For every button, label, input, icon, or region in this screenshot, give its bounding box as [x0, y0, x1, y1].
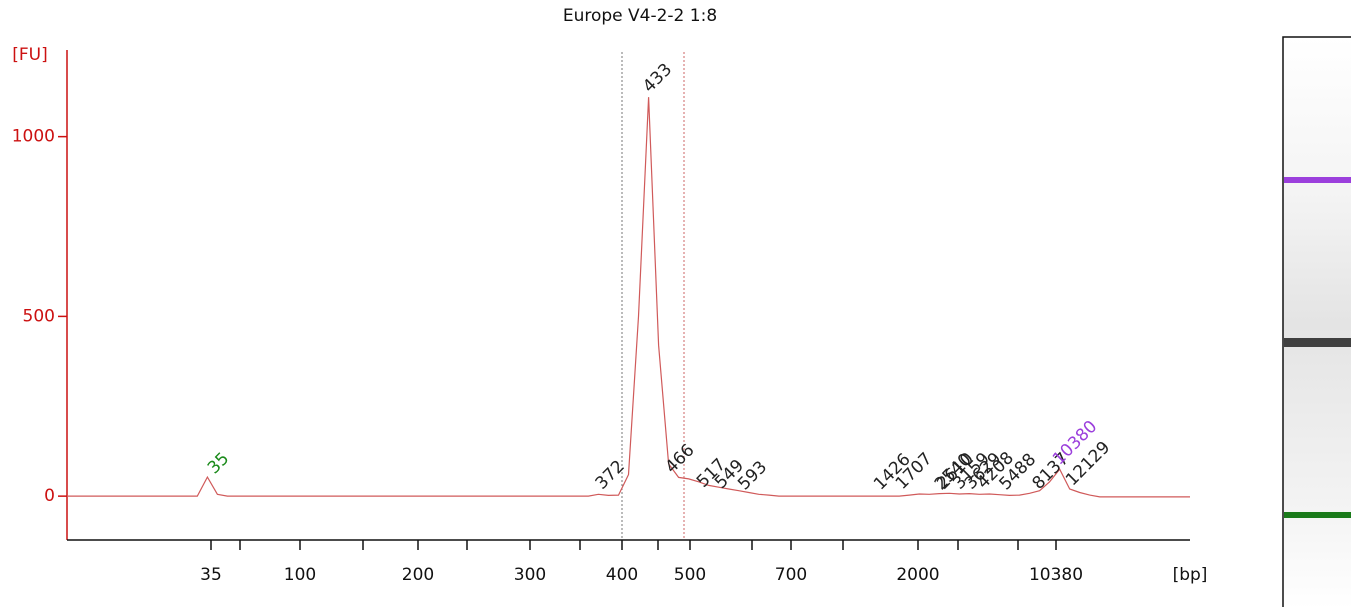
y-tick-label: 0: [44, 486, 55, 506]
x-axis-label: [bp]: [1173, 565, 1208, 585]
trace: [67, 97, 1190, 498]
peak-label: 433: [639, 60, 676, 97]
y-tick-label: 500: [23, 306, 55, 326]
chart-title: Europe V4-2-2 1:8: [563, 6, 717, 26]
x-tick-label: 2000: [896, 565, 939, 585]
gel-lane: [1282, 36, 1351, 607]
x-tick-label: 200: [402, 565, 434, 585]
gel-band-main: [1284, 338, 1351, 347]
gel-band-upper: [1284, 177, 1351, 183]
minor-ticks: [239, 540, 1019, 550]
x-tick-label: 35: [200, 565, 222, 585]
x-tick-label: 500: [674, 565, 706, 585]
x-tick-label: 400: [606, 565, 638, 585]
y-axis-label: [FU]: [12, 45, 48, 65]
gel-band-lower: [1284, 512, 1351, 518]
peak-label: 35: [204, 449, 233, 478]
x-tick-label: 100: [284, 565, 316, 585]
y-tick-label: 1000: [12, 127, 55, 147]
peak-label: 372: [592, 457, 629, 494]
x-tick-label: 700: [775, 565, 807, 585]
x-tick-label: 300: [514, 565, 546, 585]
x-tick-label: 10380: [1029, 565, 1083, 585]
